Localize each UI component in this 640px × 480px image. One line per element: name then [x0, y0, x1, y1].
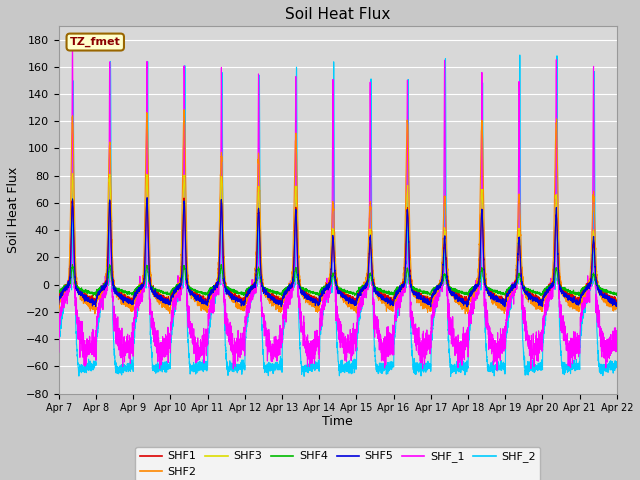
Text: TZ_fmet: TZ_fmet — [70, 37, 120, 47]
Title: Soil Heat Flux: Soil Heat Flux — [285, 7, 390, 22]
X-axis label: Time: Time — [323, 415, 353, 428]
Legend: SHF1, SHF2, SHF3, SHF4, SHF5, SHF_1, SHF_2: SHF1, SHF2, SHF3, SHF4, SHF5, SHF_1, SHF… — [135, 447, 540, 480]
Y-axis label: Soil Heat Flux: Soil Heat Flux — [7, 167, 20, 253]
